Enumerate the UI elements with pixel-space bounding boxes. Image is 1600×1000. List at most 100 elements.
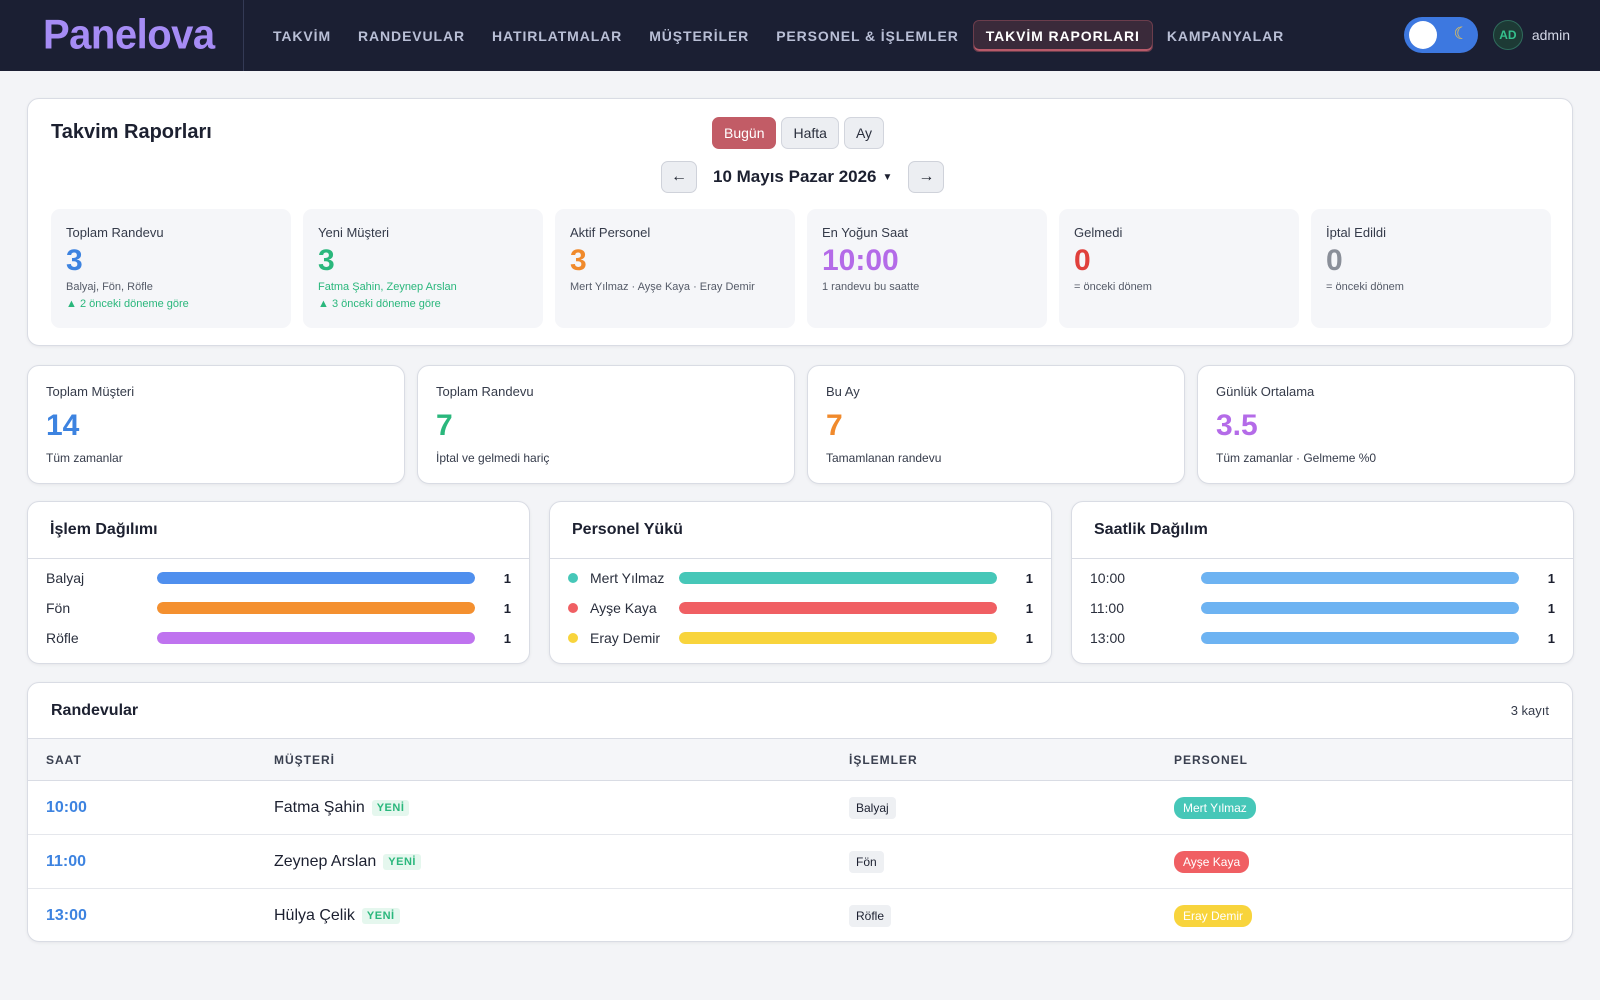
stat-new-customers: Yeni Müşteri 3 Fatma Şahin, Zeynep Arsla… (303, 209, 543, 328)
bar-track (679, 572, 997, 584)
kpi-sub: Tamamlanan randevu (826, 451, 942, 465)
panel-title: Personel Yükü (550, 502, 1051, 559)
column-header[interactable]: PERSONEL (1174, 752, 1249, 767)
kpi-sub: Tüm zamanlar · Gelmeme %0 (1216, 451, 1377, 465)
moon-icon: ☾ (1453, 24, 1469, 43)
logo-text: Panelova (43, 11, 215, 59)
stat-active-staff: Aktif Personel 3 Mert Yılmaz · Ayşe Kaya… (555, 209, 795, 328)
arrow-left-icon: ← (671, 168, 687, 185)
prev-date-button[interactable]: ← (661, 161, 697, 193)
nav-item-musteriler[interactable]: MÜŞTERİLER (649, 27, 750, 44)
staff-dot (568, 633, 578, 643)
date-label: 10 Mayıs Pazar 2026 (713, 167, 877, 186)
staff-badge: Mert Yılmaz (1174, 796, 1256, 819)
column-header[interactable]: MÜŞTERİ (274, 752, 335, 767)
staff-dot (568, 573, 578, 583)
arrow-right-icon: → (918, 168, 935, 185)
username[interactable]: admin (1531, 27, 1570, 43)
bar-fill (679, 572, 997, 584)
nav-item-personel-islemler[interactable]: PERSONEL & İŞLEMLER (776, 27, 959, 44)
bar-row: Ayşe Kaya 1 (550, 593, 1051, 623)
next-date-button[interactable]: → (908, 161, 945, 193)
date-navigator: ← 10 Mayıs Pazar 2026 ▼ → (661, 161, 945, 193)
stat-no-show: Gelmedi 0 = önceki dönem (1059, 209, 1299, 328)
bar-fill (679, 632, 997, 644)
appointment-time: 13:00 (46, 907, 87, 924)
nav-item-kampanyalar[interactable]: KAMPANYALAR (1166, 27, 1285, 44)
period-week-button[interactable]: Hafta (781, 117, 839, 149)
caret-down-icon: ▼ (882, 171, 893, 183)
bar-label: Mert Yılmaz (590, 570, 665, 586)
main-menu: TAKVİM RANDEVULAR HATIRLATMALAR MÜŞTERİL… (260, 19, 1298, 52)
bar-count: 1 (1547, 600, 1555, 616)
bar-track (679, 632, 997, 644)
stat-sub: = önceki dönem (1326, 281, 1404, 293)
bar-label: Fön (46, 600, 71, 616)
nav-item-hatirlatmalar[interactable]: HATIRLATMALAR (492, 27, 623, 44)
stat-label: Gelmedi (1074, 225, 1123, 240)
kpi-sub: Tüm zamanlar (46, 451, 123, 465)
bar-row: Röfle 1 (28, 623, 529, 653)
toggle-knob (1408, 21, 1437, 49)
distribution-panels: İşlem Dağılımı Balyaj 1 Fön 1 Röfle 1 Pe… (27, 501, 1574, 664)
period-today-button[interactable]: Bugün (712, 117, 777, 149)
stat-value: 3 (570, 244, 587, 277)
table-row[interactable]: 13:00 Hülya Çelik YENİ Röfle Eray Demir (28, 889, 1572, 941)
stat-sub: Balyaj, Fön, Röfle (66, 281, 153, 293)
date-picker[interactable]: 10 Mayıs Pazar 2026 ▼ (713, 167, 892, 187)
kpi-cards: Toplam Müşteri 14 Tüm zamanlar Toplam Ra… (27, 365, 1575, 484)
appointment-time: 11:00 (46, 852, 87, 870)
kpi-sub: İptal ve gelmedi hariç (436, 451, 550, 465)
staff-badge: Eray Demir (1174, 905, 1253, 927)
kpi-value: 14 (46, 409, 80, 442)
bar-fill (157, 632, 475, 644)
kpi-total-customers: Toplam Müşteri 14 Tüm zamanlar (27, 365, 405, 484)
bar-track (1201, 572, 1519, 584)
stat-label: İptal Edildi (1326, 225, 1386, 240)
customer-name: Hülya Çelik (274, 907, 355, 924)
bar-count: 1 (503, 630, 511, 646)
bar-count: 1 (503, 600, 511, 616)
panel-service-distribution: İşlem Dağılımı Balyaj 1 Fön 1 Röfle 1 (27, 501, 530, 664)
kpi-label: Günlük Ortalama (1216, 384, 1315, 399)
avatar[interactable]: AD (1492, 20, 1523, 50)
nav-item-takvim[interactable]: TAKVİM (273, 27, 332, 44)
table-row[interactable]: 11:00 Zeynep Arslan YENİ Fön Ayşe Kaya (28, 835, 1572, 889)
stat-value: 3 (318, 244, 335, 277)
bar-row: Fön 1 (28, 593, 529, 623)
bar-count: 1 (1025, 630, 1033, 646)
stat-sub: = önceki dönem (1074, 281, 1152, 293)
kpi-daily-average: Günlük Ortalama 3.5 Tüm zamanlar · Gelme… (1197, 365, 1575, 484)
logo[interactable]: Panelova (0, 0, 244, 71)
bar-label: 10:00 (1090, 570, 1126, 586)
nav-item-takvim-raporlari[interactable]: TAKVİM RAPORLARI (972, 19, 1153, 52)
stat-busiest-hour: En Yoğun Saat 10:00 1 randevu bu saatte (807, 209, 1047, 328)
new-badge: YENİ (371, 799, 410, 816)
bar-row: Balyaj 1 (28, 563, 529, 593)
bar-label: 13:00 (1090, 630, 1126, 646)
stat-sub: 1 randevu bu saatte (822, 281, 920, 293)
kpi-this-month: Bu Ay 7 Tamamlanan randevu (807, 365, 1185, 484)
stat-total-appointments: Toplam Randevu 3 Balyaj, Fön, Röfle ▲ 2 … (51, 209, 291, 328)
staff-badge: Ayşe Kaya (1174, 850, 1250, 873)
column-header[interactable]: SAAT (46, 752, 82, 767)
bar-count: 1 (1025, 570, 1033, 586)
nav-item-randevular[interactable]: RANDEVULAR (358, 27, 466, 44)
column-header[interactable]: İŞLEMLER (849, 752, 918, 767)
stat-value: 0 (1326, 244, 1343, 277)
bar-row: 10:00 1 (1072, 563, 1573, 593)
bar-label: Röfle (46, 630, 79, 646)
theme-toggle[interactable]: ☾ (1403, 17, 1478, 53)
bar-count: 1 (1547, 630, 1555, 646)
period-month-button[interactable]: Ay (843, 117, 885, 149)
bar-track (157, 602, 475, 614)
stat-label: Yeni Müşteri (318, 225, 390, 240)
table-row[interactable]: 10:00 Fatma Şahin YENİ Balyaj Mert Yılmaz (28, 781, 1572, 835)
new-badge: YENİ (361, 908, 400, 924)
kpi-value: 7 (436, 409, 453, 442)
top-nav: Panelova TAKVİM RANDEVULAR HATIRLATMALAR… (0, 0, 1600, 71)
customer-name: Fatma Şahin (274, 798, 365, 816)
bar-row: Eray Demir 1 (550, 623, 1051, 653)
stat-value: 0 (1074, 244, 1091, 277)
kpi-value: 3.5 (1216, 409, 1258, 442)
